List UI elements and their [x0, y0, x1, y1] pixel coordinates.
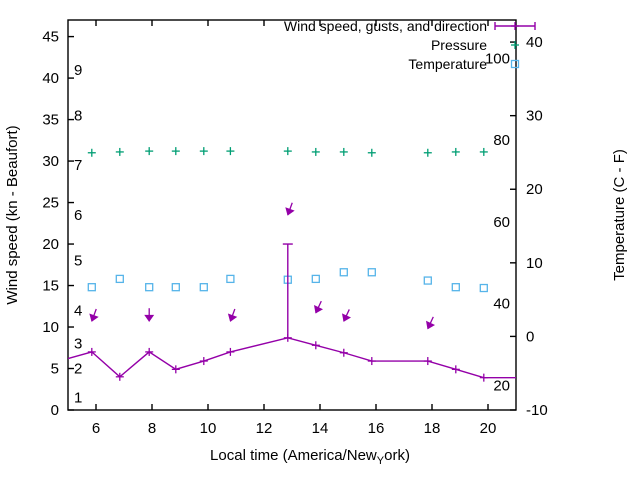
y-right-tick-label: 10	[526, 255, 543, 272]
series-wind-direction	[89, 202, 436, 330]
x-tick-label: 16	[368, 420, 385, 437]
y-left-tick-label: 5	[51, 361, 59, 378]
x-tick-label: 6	[92, 420, 100, 437]
marker-square	[145, 283, 154, 292]
x-tick-label: 12	[256, 420, 273, 437]
fahrenheit-label: 60	[493, 214, 510, 231]
y-left-tick-label: 0	[51, 402, 59, 419]
x-tick-label: 8	[148, 420, 156, 437]
x-axis-title-tail: ork)	[384, 447, 410, 464]
y-left-tick-label: 10	[42, 319, 59, 336]
legend-label-1: Wind speed, gusts, and direction	[284, 18, 487, 34]
x-tick-label: 18	[424, 420, 441, 437]
fahrenheit-label: 100	[485, 50, 510, 67]
marker-square	[115, 274, 124, 284]
wind-direction-arrow	[314, 300, 324, 314]
marker-square	[171, 283, 180, 292]
wind-direction-arrow	[426, 316, 436, 330]
plot-frame	[67, 19, 517, 411]
y-left-tick-label: 30	[42, 153, 59, 170]
arrow-head	[227, 313, 238, 322]
marker-square	[451, 283, 460, 292]
fahrenheit-label: 20	[493, 377, 510, 394]
beaufort-label: 8	[74, 107, 82, 124]
y-right-tick-label: 40	[526, 34, 543, 51]
y-left-tick-label: 35	[42, 112, 59, 129]
y-left-tick-label: 25	[42, 195, 59, 212]
arrow-head	[314, 305, 324, 314]
marker-square	[367, 268, 376, 277]
beaufort-label: 3	[74, 336, 82, 353]
x-axis-title-main: Local time (America/New	[210, 447, 377, 464]
beaufort-label: 6	[74, 207, 82, 224]
y-right-tick-label: 30	[526, 108, 543, 125]
y-left-tick-label: 45	[42, 29, 59, 46]
fahrenheit-label: 40	[493, 296, 510, 313]
arrow-head	[89, 313, 99, 322]
arrow-head	[426, 320, 436, 330]
wind-direction-arrow	[89, 308, 99, 322]
wind-direction-arrow	[285, 202, 295, 216]
wind-direction-arrow	[144, 308, 155, 322]
axis-titles: Local time (America/NewYork) Wind speed (…	[4, 125, 628, 467]
marker-square	[87, 283, 96, 292]
series-temperature	[87, 268, 488, 293]
marker-square	[423, 276, 432, 285]
beaufort-scale-labels: 1 2 3 4 5 6 7 8 9	[74, 62, 82, 407]
arrow-head	[144, 314, 155, 322]
wind-direction-arrow	[342, 309, 352, 322]
series-pressure	[87, 147, 488, 157]
marker-square	[339, 268, 348, 277]
arrow-head	[342, 313, 352, 322]
y-left-tick-label: 15	[42, 278, 59, 295]
x-tick-label: 10	[200, 420, 217, 437]
arrow-head	[285, 207, 295, 216]
beaufort-label: 9	[74, 62, 82, 79]
fahrenheit-label: 80	[493, 132, 510, 149]
legend-label-2: Pressure	[431, 37, 487, 53]
marker-square	[199, 283, 208, 292]
fahrenheit-scale-labels: 20 40 60 80 100	[485, 50, 510, 394]
x-tick-label: 20	[480, 420, 497, 437]
beaufort-label: 5	[74, 253, 82, 270]
chart-legend: Wind speed, gusts, and direction Pressure…	[284, 18, 536, 72]
y-right-tick-label: 0	[526, 328, 534, 345]
marker-square	[311, 274, 320, 284]
beaufort-label: 2	[74, 361, 82, 378]
beaufort-label: 7	[74, 157, 82, 174]
y-left-tick-label: 40	[42, 70, 59, 87]
legend-label-3: Temperature	[408, 56, 487, 72]
plot-border	[67, 19, 517, 411]
beaufort-label: 1	[74, 390, 82, 407]
y-axis-left-title: Wind speed (kn - Beaufort)	[4, 125, 21, 304]
wind-direction-arrow	[227, 308, 238, 322]
beaufort-label: 4	[74, 302, 82, 319]
series-wind-speed	[67, 243, 516, 382]
y-axis-right: -10 0 10 20 30 40	[510, 34, 548, 419]
marker-square	[479, 283, 488, 293]
y-axis-right-title: Temperature (C - F)	[611, 149, 628, 281]
x-axis: 6 8 10 12 14 16 18 20	[92, 20, 497, 437]
y-right-tick-label: 20	[526, 181, 543, 198]
y-axis-left: 0 5 10 15 20 25 30 35 40 45	[42, 29, 74, 419]
y-right-tick-label: -10	[526, 402, 548, 419]
x-axis-title: Local time (America/NewYork)	[210, 447, 410, 467]
x-axis-title-sub: Y	[377, 455, 385, 467]
x-tick-label: 14	[312, 420, 329, 437]
marker-square	[510, 59, 520, 69]
marker-square	[226, 274, 235, 284]
y-left-tick-label: 20	[42, 236, 59, 253]
